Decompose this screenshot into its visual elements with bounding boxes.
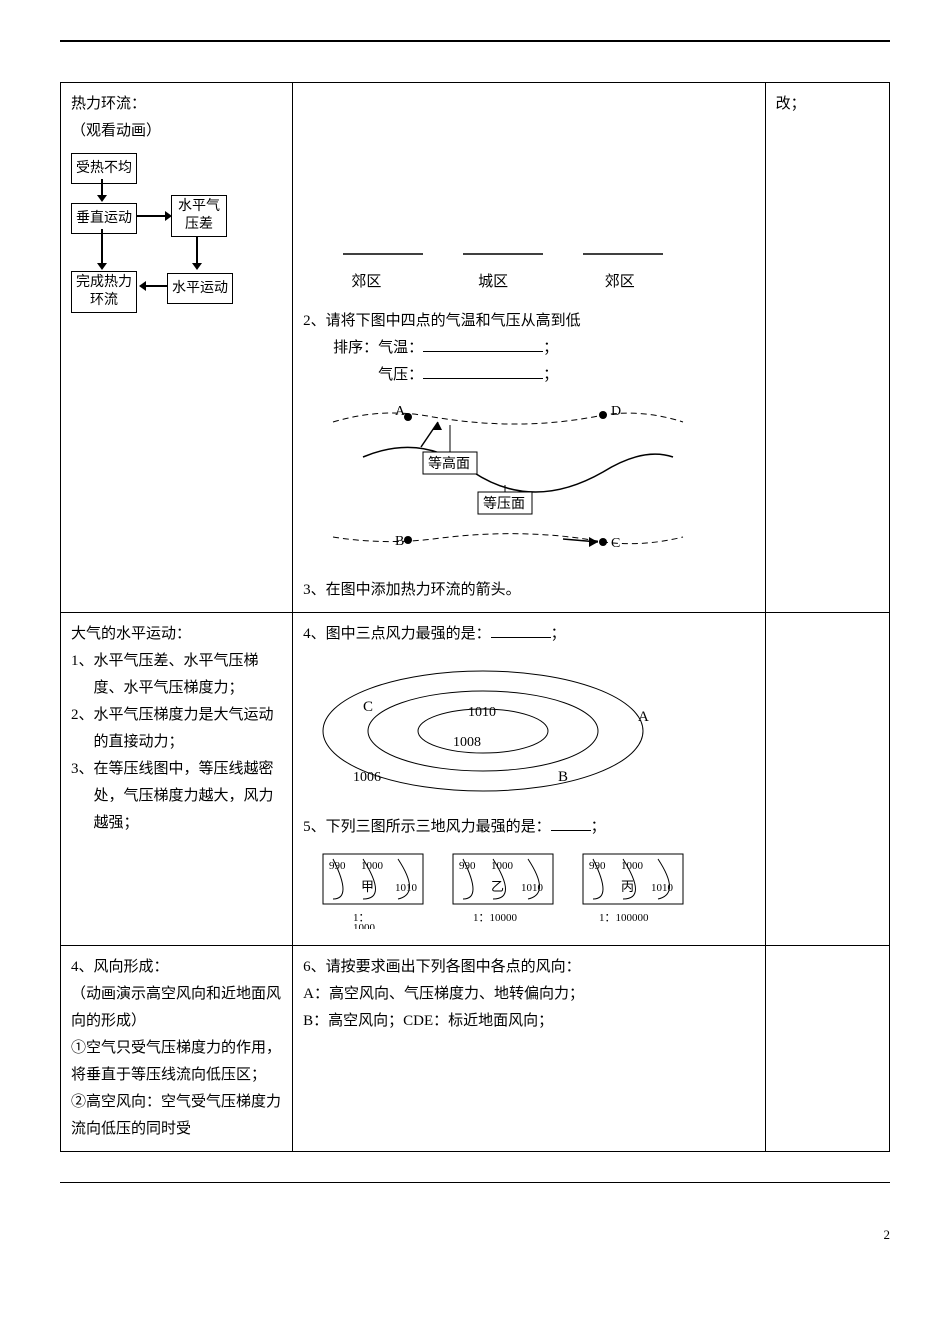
q5: 5、下列三图所示三地风力最强的是：； bbox=[303, 814, 755, 841]
svg-text:990: 990 bbox=[459, 860, 476, 872]
svg-text:1000: 1000 bbox=[353, 922, 376, 929]
blank-q4[interactable] bbox=[491, 623, 551, 638]
blank-q5[interactable] bbox=[551, 816, 591, 831]
h-item1: 1、水平气压差、水平气压梯度、水平气压梯度力； bbox=[71, 648, 282, 702]
pt-a: A bbox=[395, 404, 406, 419]
r3-left: 4、风向形成： （动画演示高空风向和近地面风向的形成） ①空气只受气压梯度力的作… bbox=[61, 946, 293, 1152]
abcd-diagram: A D B C 等高面 等压面 bbox=[303, 397, 703, 567]
r1-right: 改； bbox=[765, 83, 889, 613]
lbl-press: 等压面 bbox=[483, 495, 525, 512]
pt-d: D bbox=[611, 404, 621, 419]
scale-maps: 990 1000 1010 甲 1： 1000 990 1000 1010 乙 bbox=[303, 849, 703, 929]
flowchart: 受热不均 垂直运动 水平气压差 完成热力环流 水平运动 bbox=[71, 153, 251, 333]
map1: 990 1000 1010 甲 1： 1000 bbox=[323, 854, 423, 929]
flow-press: 水平气压差 bbox=[171, 195, 227, 237]
iso-1010: 1010 bbox=[468, 705, 496, 720]
q3: 3、在图中添加热力环流的箭头。 bbox=[303, 577, 755, 604]
blank-temp[interactable] bbox=[423, 337, 543, 352]
horiz-title: 大气的水平运动： bbox=[71, 621, 282, 648]
q6a: A：高空风向、气压梯度力、地转偏向力； bbox=[303, 981, 755, 1008]
r3-mid: 6、请按要求画出下列各图中各点的风向： A：高空风向、气压梯度力、地转偏向力； … bbox=[293, 946, 766, 1152]
map3: 990 1000 1010 丙 1：100000 bbox=[583, 854, 683, 924]
svg-text:1：100000: 1：100000 bbox=[599, 912, 649, 924]
thermal-sub: （观看动画） bbox=[71, 118, 282, 145]
page-number: 2 bbox=[60, 1223, 890, 1246]
svg-text:1010: 1010 bbox=[651, 882, 674, 894]
suburb-r: 郊区 bbox=[605, 269, 635, 296]
correction: 改； bbox=[776, 91, 879, 118]
q6: 6、请按要求画出下列各图中各点的风向： bbox=[303, 954, 755, 981]
r2-right bbox=[765, 613, 889, 946]
q2-line1: 2、请将下图中四点的气温和气压从高到低 bbox=[303, 308, 755, 335]
svg-text:1000: 1000 bbox=[621, 860, 644, 872]
q4: 4、图中三点风力最强的是：； bbox=[303, 621, 755, 648]
q2-line2: 排序：气温：； bbox=[303, 335, 755, 362]
main-table: 热力环流： （观看动画） 受热不均 垂直运动 水平气压差 完成热力环流 水平运动 bbox=[60, 82, 890, 1152]
city-c: 城区 bbox=[478, 269, 508, 296]
r1-left: 热力环流： （观看动画） 受热不均 垂直运动 水平气压差 完成热力环流 水平运动 bbox=[61, 83, 293, 613]
bottom-rule bbox=[60, 1182, 890, 1183]
city-diagram bbox=[303, 99, 683, 269]
svg-text:1010: 1010 bbox=[521, 882, 544, 894]
svg-text:乙: 乙 bbox=[491, 879, 504, 894]
r3-right bbox=[765, 946, 889, 1152]
lbl-height: 等高面 bbox=[428, 455, 470, 472]
svg-text:1：10000: 1：10000 bbox=[473, 912, 517, 924]
q6b: B：高空风向；CDE：标近地面风向； bbox=[303, 1008, 755, 1035]
iso-b: B bbox=[558, 769, 568, 785]
q2-line3: 气压：； bbox=[303, 362, 755, 389]
pt-c: C bbox=[611, 536, 620, 551]
svg-text:990: 990 bbox=[329, 860, 346, 872]
wind-i2: ②高空风向：空气受气压梯度力流向低压的同时受 bbox=[71, 1089, 282, 1143]
svg-text:1010: 1010 bbox=[395, 882, 418, 894]
iso-diagram: 1010 1008 1006 C A B bbox=[303, 656, 703, 806]
h-item2: 2、水平气压梯度力是大气运动的直接动力； bbox=[71, 702, 282, 756]
suburb-l: 郊区 bbox=[351, 269, 381, 296]
svg-text:1000: 1000 bbox=[491, 860, 514, 872]
map2: 990 1000 1010 乙 1：10000 bbox=[453, 854, 553, 924]
blank-press[interactable] bbox=[423, 364, 543, 379]
iso-1008: 1008 bbox=[453, 735, 481, 750]
r2-left: 大气的水平运动： 1、水平气压差、水平气压梯度、水平气压梯度力； 2、水平气压梯… bbox=[61, 613, 293, 946]
svg-text:丙: 丙 bbox=[621, 879, 634, 894]
svg-text:990: 990 bbox=[589, 860, 606, 872]
flow-heat: 受热不均 bbox=[71, 153, 137, 184]
thermal-title: 热力环流： bbox=[71, 91, 282, 118]
pt-b: B bbox=[395, 534, 404, 549]
wind-title: 4、风向形成： bbox=[71, 954, 282, 981]
wind-sub: （动画演示高空风向和近地面风向的形成） bbox=[71, 981, 282, 1035]
flow-horiz: 水平运动 bbox=[167, 273, 233, 304]
iso-a: A bbox=[638, 709, 649, 725]
flow-complete: 完成热力环流 bbox=[71, 271, 137, 313]
svg-text:甲: 甲 bbox=[361, 879, 374, 894]
r1-mid: 郊区 城区 郊区 2、请将下图中四点的气温和气压从高到低 排序：气温：； 气压：… bbox=[293, 83, 766, 613]
svg-text:1000: 1000 bbox=[361, 860, 384, 872]
wind-i1: ①空气只受气压梯度力的作用，将垂直于等压线流向低压区； bbox=[71, 1035, 282, 1089]
h-item3: 3、在等压线图中，等压线越密处，气压梯度力越大，风力越强； bbox=[71, 756, 282, 837]
r2-mid: 4、图中三点风力最强的是：； 1010 1008 1006 C A B 5、下列… bbox=[293, 613, 766, 946]
iso-c: C bbox=[363, 699, 373, 715]
top-rule bbox=[60, 40, 890, 42]
iso-1006: 1006 bbox=[353, 770, 381, 785]
flow-vert: 垂直运动 bbox=[71, 203, 137, 234]
